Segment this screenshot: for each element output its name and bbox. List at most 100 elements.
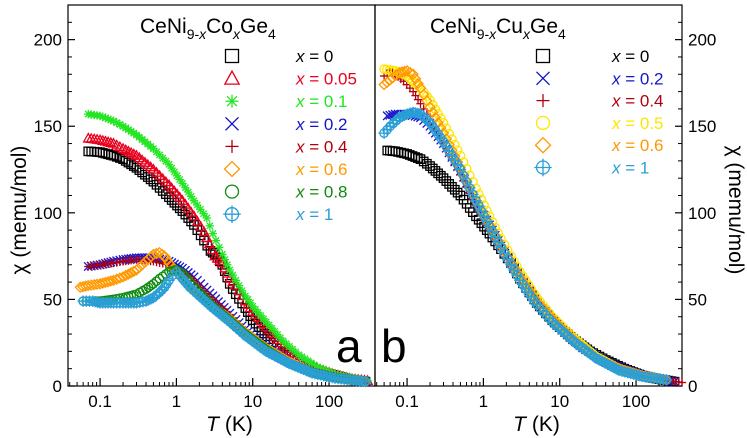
data-point xyxy=(412,77,424,90)
panel-letter: b xyxy=(381,320,407,372)
legend-marker xyxy=(223,160,241,178)
data-point xyxy=(424,101,436,113)
data-point xyxy=(208,229,218,238)
y-tick-label-left: 150 xyxy=(34,117,62,136)
legend-label: x = 0.4 xyxy=(295,137,348,156)
data-point xyxy=(214,243,224,252)
data-point xyxy=(481,215,493,228)
data-point xyxy=(483,221,496,233)
data-point xyxy=(407,68,419,81)
data-point xyxy=(119,269,132,282)
y-tick-label-left: 50 xyxy=(43,290,62,309)
data-point xyxy=(444,179,454,189)
data-point xyxy=(82,279,94,292)
data-point xyxy=(120,143,132,155)
data-point xyxy=(108,150,119,161)
data-point xyxy=(410,78,420,89)
data-point xyxy=(105,136,117,148)
data-point xyxy=(141,284,151,294)
legend-entry: x = 0.8 xyxy=(224,183,348,202)
data-point xyxy=(143,282,154,293)
data-point xyxy=(97,134,109,145)
legend-label: x = 0.2 xyxy=(611,69,664,88)
legend-marker xyxy=(225,116,239,131)
data-point xyxy=(99,135,112,146)
legend-label: x = 0.6 xyxy=(611,136,664,155)
data-point xyxy=(89,146,100,157)
data-point xyxy=(449,184,460,195)
data-point xyxy=(454,163,467,176)
legend-marker xyxy=(224,184,240,199)
data-point xyxy=(126,159,136,170)
x-tick-label: 10 xyxy=(243,392,262,411)
data-point xyxy=(118,154,128,164)
data-point xyxy=(130,264,143,276)
legend-entry: x = 0.2 xyxy=(536,69,664,88)
legend-label: x = 1 xyxy=(611,159,649,178)
data-point xyxy=(508,264,520,276)
x-tick-label: 100 xyxy=(315,392,343,411)
data-point xyxy=(438,173,449,184)
legend-marker xyxy=(534,136,552,154)
data-point xyxy=(166,195,177,205)
x-tick-label: 10 xyxy=(550,392,569,411)
data-point xyxy=(151,276,162,287)
data-point xyxy=(444,128,454,139)
data-point xyxy=(180,209,191,220)
data-point xyxy=(102,275,114,288)
data-point xyxy=(94,133,106,145)
data-point xyxy=(470,195,482,207)
legend-label: x = 0.1 xyxy=(295,92,348,111)
data-point xyxy=(660,374,673,386)
data-point xyxy=(435,170,446,181)
legend-marker xyxy=(224,48,240,64)
axes-text: χ (memu/mol) χ (memu/mol) xyxy=(8,146,747,275)
legend-label: x = 0.4 xyxy=(611,92,664,111)
data-point xyxy=(385,145,395,156)
data-point xyxy=(201,231,213,243)
legend-entry: x = 0.4 xyxy=(225,137,348,156)
data-point xyxy=(416,99,425,108)
data-point xyxy=(161,253,173,266)
y-tick-label-right: 150 xyxy=(688,117,716,136)
y-tick-label-left: 0 xyxy=(53,377,62,396)
data-point xyxy=(239,330,251,342)
data-point xyxy=(404,66,416,79)
legend-marker xyxy=(535,115,551,131)
data-point xyxy=(505,259,517,271)
legend-label: x = 0.6 xyxy=(295,160,348,179)
legend-label: x = 0 xyxy=(295,47,333,66)
legend-label: x = 0 xyxy=(611,47,649,66)
data-point xyxy=(189,196,199,205)
y-tick-label-right: 200 xyxy=(688,31,716,50)
legend-marker xyxy=(225,139,239,153)
data-point xyxy=(250,318,261,329)
data-point xyxy=(154,273,165,284)
data-point xyxy=(221,313,233,326)
x-tick-label: 100 xyxy=(622,392,650,411)
data-point xyxy=(492,236,504,248)
data-point xyxy=(438,117,449,128)
data-point xyxy=(475,205,488,217)
data-point xyxy=(401,65,413,77)
data-point xyxy=(85,279,97,291)
data-point xyxy=(198,225,210,237)
panel-title: CeNi9-xCoxGe4 xyxy=(140,15,276,42)
y-tick-label-left: 200 xyxy=(34,31,62,50)
legend-entry: x = 0.6 xyxy=(223,160,348,179)
data-point xyxy=(191,215,204,226)
data-point xyxy=(137,258,149,270)
legend-label: x = 0.8 xyxy=(295,183,348,202)
series-circleplus-2a9fd6 xyxy=(378,106,673,386)
data-point xyxy=(194,220,207,231)
x-tick-label: 1 xyxy=(172,392,181,411)
data-point xyxy=(396,110,408,123)
legend-entry: x = 0.2 xyxy=(225,115,348,134)
data-point xyxy=(186,192,196,201)
legend-marker xyxy=(225,94,239,108)
data-point xyxy=(196,205,205,214)
data-point xyxy=(412,153,423,163)
panel-title: CeNi9-xCuxGe4 xyxy=(430,15,566,42)
data-point xyxy=(151,179,162,190)
legend-entry: x = 0.05 xyxy=(223,70,357,89)
